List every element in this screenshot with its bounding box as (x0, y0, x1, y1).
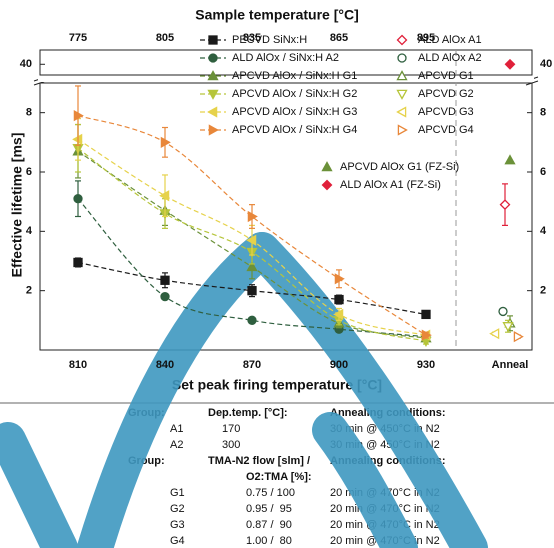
data-point (246, 234, 257, 246)
series-line (77, 115, 427, 336)
data-point (334, 273, 345, 285)
data-point (333, 308, 344, 321)
x-tick-label: 810 (69, 359, 87, 371)
legend-label: APCVD G1 (418, 70, 474, 82)
table-cell: 0.95 / 95 (246, 503, 292, 515)
x-tick-label: Anneal (492, 359, 529, 371)
legend-label: APCVD AlOx / SiNx:H G1 (232, 70, 357, 82)
y-tick-label-right: 40 (540, 58, 552, 70)
y-tick-label: 6 (26, 166, 32, 178)
legend-marker (321, 179, 333, 191)
data-point (160, 136, 171, 148)
x-tick-label: 900 (330, 359, 348, 371)
legend-marker (396, 89, 408, 100)
table-cell: 0.75 / 100 (246, 487, 295, 499)
y-tick-label: 40 (20, 58, 32, 70)
data-point (513, 331, 524, 343)
data-point (421, 309, 431, 320)
legend-marker (321, 161, 333, 172)
legend-marker (396, 106, 407, 118)
data-point (73, 257, 83, 268)
table-cell: 1.00 / 80 (246, 535, 292, 547)
y-tick-label-right: 6 (540, 166, 546, 178)
data-point (334, 294, 344, 305)
legend-marker (207, 89, 219, 100)
table-cell: A2 (170, 439, 183, 451)
legend-marker (396, 70, 408, 81)
data-point (504, 58, 516, 70)
table-cell: G2 (170, 503, 185, 515)
data-point (247, 210, 258, 223)
watermark (0, 232, 488, 548)
x-axis-title: Set peak firing temperature [°C] (172, 377, 382, 393)
table-cell: G1 (170, 487, 185, 499)
legend-marker (208, 53, 218, 63)
data-point (247, 315, 257, 325)
top-tick-label: 805 (156, 32, 174, 44)
legend-marker (208, 35, 218, 45)
y-tick-label: 4 (26, 225, 33, 237)
data-point (498, 306, 508, 317)
table-cell: 300 (222, 439, 240, 451)
top-axis-title: Sample temperature [°C] (195, 7, 359, 23)
table-header: TMA-N2 flow [slm] / (208, 455, 310, 467)
y-tick-label: 8 (26, 107, 32, 119)
top-tick-label: 895 (417, 32, 435, 44)
table-cell: G4 (170, 535, 185, 547)
legend-label: APCVD AlOx G1 (FZ-Si) (340, 161, 459, 173)
y-tick-label-right: 2 (540, 285, 546, 297)
top-tick-label: 835 (243, 32, 261, 44)
legend-label: APCVD AlOx / SiNx:H G4 (232, 124, 357, 136)
legend-marker (207, 106, 218, 118)
data-point (246, 261, 258, 272)
data-point (499, 199, 511, 211)
legend-marker (208, 124, 219, 136)
data-point (489, 328, 500, 340)
y-tick-label-right: 4 (540, 225, 547, 237)
data-point (504, 154, 516, 165)
legend-label: ALD AlOx A1 (418, 34, 482, 46)
y-tick-label-right: 8 (540, 107, 546, 119)
table-cell: G3 (170, 519, 185, 531)
data-point (421, 329, 432, 341)
y-tick-label: 2 (26, 285, 32, 297)
legend-marker (397, 124, 408, 136)
table-header: O2:TMA [%]: (246, 471, 312, 483)
top-tick-label: 775 (69, 32, 87, 44)
top-tick-label: 865 (330, 32, 348, 44)
legend-label: APCVD AlOx / SiNx:H G2 (232, 88, 357, 100)
legend-label: PECVD SiNx:H (232, 34, 307, 46)
x-tick-label: 840 (156, 359, 174, 371)
table-cell: 0.87 / 90 (246, 519, 292, 531)
legend-label: ALD AlOx A1 (FZ-Si) (340, 179, 441, 191)
legend-label: APCVD G3 (418, 106, 474, 118)
data-point (160, 291, 170, 302)
table-cell: 170 (222, 423, 240, 435)
table-header: Dep.temp. [°C]: (208, 407, 288, 419)
data-point (159, 190, 170, 202)
x-tick-label: 870 (243, 359, 261, 371)
data-point (73, 110, 84, 122)
legend-marker (207, 70, 219, 81)
legend-marker (396, 34, 408, 46)
legend-label: APCVD G2 (418, 88, 474, 100)
table-cell: A1 (170, 423, 183, 435)
data-point (160, 275, 170, 285)
y-axis-title: Effective lifetime [ms] (9, 133, 25, 278)
legend-marker (397, 53, 407, 63)
plot-frame (33, 49, 539, 351)
axis-break (38, 76, 534, 82)
data-point (502, 322, 514, 333)
legend-label: APCVD AlOx / SiNx:H G3 (232, 106, 357, 118)
legend-label: APCVD G4 (418, 124, 474, 136)
legend-label: ALD AlOx / SiNx:H A2 (232, 52, 339, 64)
data-point (73, 194, 83, 204)
x-tick-label: 930 (417, 359, 435, 371)
legend-label: ALD AlOx A2 (418, 52, 482, 64)
data-point (247, 286, 257, 296)
